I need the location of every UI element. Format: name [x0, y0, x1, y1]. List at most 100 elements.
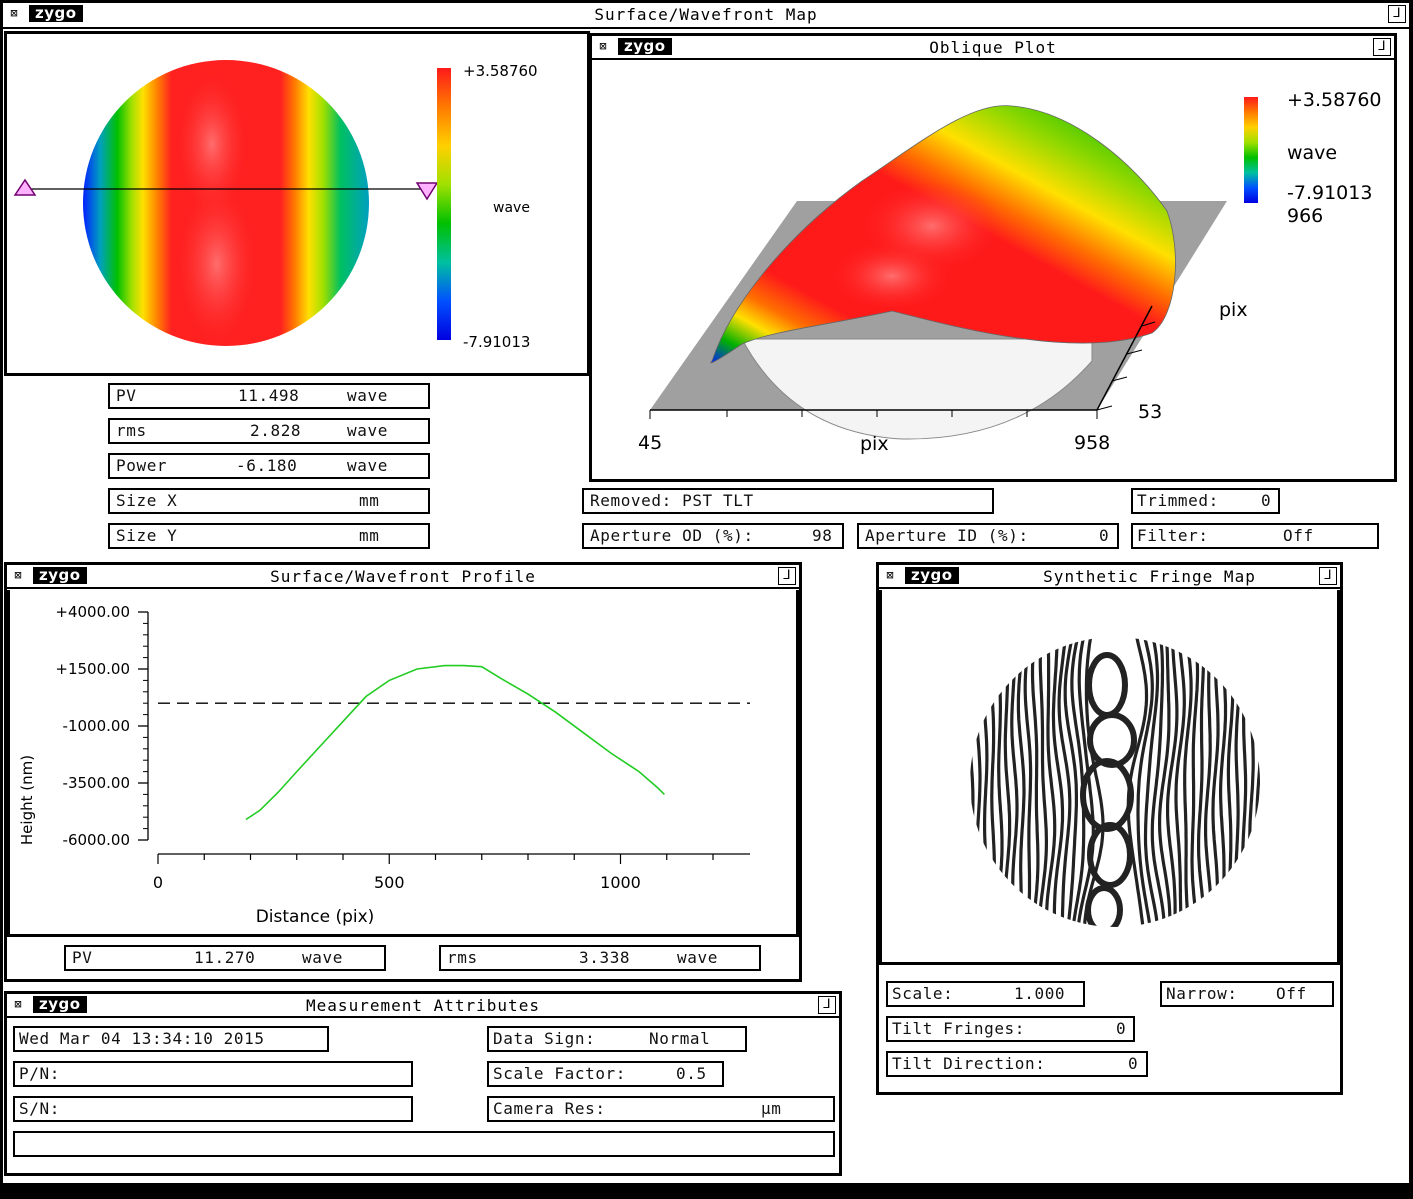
fringe-map	[970, 637, 1260, 927]
trimmed-label: Trimmed:	[1137, 491, 1219, 510]
fringe-window: ⊠ zygo Synthetic Fringe Map ⅃ Scale: 1.0…	[876, 562, 1343, 1095]
narrow-label: Narrow:	[1166, 984, 1238, 1003]
oblique-x-label: pix	[860, 433, 889, 455]
rms-value: 2.828	[250, 421, 302, 440]
tilt-fringes-field: Tilt Fringes: 0	[886, 1016, 1135, 1042]
size-y-unit: mm	[359, 526, 380, 545]
x-tick-label: 1000	[600, 873, 641, 892]
y-tick-label: +1500.00	[55, 660, 130, 678]
profile-title-bar: ⊠ zygo Surface/Wavefront Profile ⅃	[7, 565, 799, 589]
profile-end-marker[interactable]	[415, 182, 439, 201]
zygo-logo: zygo	[33, 996, 87, 1013]
power-unit: wave	[347, 456, 388, 475]
data-sign-field: Data Sign: Normal	[487, 1026, 747, 1052]
close-icon[interactable]: ⊠	[886, 568, 894, 582]
pv-field: PV 11.498 wave	[108, 383, 430, 409]
resize-icon[interactable]: ⅃	[778, 567, 796, 585]
pv-value: 11.498	[238, 386, 300, 405]
camera-res-field: Camera Res: µm	[487, 1096, 835, 1122]
y-axis-label: Height (nm)	[18, 755, 36, 845]
fringe-plot-frame	[879, 590, 1340, 965]
profile-chart: Height (nm) Distance (pix) +4000.00 +1500…	[18, 603, 750, 927]
sn-label: S/N:	[19, 1099, 60, 1118]
pn-field[interactable]: P/N:	[13, 1061, 413, 1087]
attributes-title-bar: ⊠ zygo Measurement Attributes ⅃	[7, 994, 839, 1018]
data-sign-value: Normal	[649, 1029, 711, 1048]
profile-rms-field: rms 3.338 wave	[439, 945, 761, 971]
pv-label: PV	[116, 386, 137, 405]
y-tick-label: -1000.00	[63, 717, 130, 735]
profile-title: Surface/Wavefront Profile	[270, 567, 536, 586]
narrow-field: Narrow: Off	[1160, 981, 1334, 1007]
camera-res-label: Camera Res:	[493, 1099, 606, 1118]
date-value: Wed Mar 04 13:34:10 2015	[19, 1029, 265, 1048]
oblique-scale-min: -7.91013	[1287, 182, 1372, 204]
pv-unit: wave	[347, 386, 388, 405]
surface-colorbar	[437, 68, 451, 340]
fringe-title-bar: ⊠ zygo Synthetic Fringe Map ⅃	[879, 565, 1340, 589]
close-icon[interactable]: ⊠	[599, 39, 607, 53]
profile-window: ⊠ zygo Surface/Wavefront Profile ⅃ Heigh…	[4, 562, 802, 982]
tilt-direction-label: Tilt Direction:	[892, 1054, 1046, 1073]
window-title: Surface/Wavefront Map	[594, 5, 818, 24]
close-icon[interactable]: ⊠	[10, 6, 18, 20]
oblique-colorbar	[1244, 97, 1258, 203]
size-x-field: Size X mm	[108, 488, 430, 514]
scale-unit-label: wave	[493, 200, 530, 216]
x-tick-label: 500	[374, 873, 405, 892]
y-tick-label: +4000.00	[55, 603, 130, 621]
sn-field[interactable]: S/N:	[13, 1096, 413, 1122]
zygo-logo: zygo	[618, 38, 672, 55]
size-y-field: Size Y mm	[108, 523, 430, 549]
tilt-fringes-value: 0	[1116, 1019, 1127, 1038]
power-value: -6.180	[236, 456, 298, 475]
attributes-window: ⊠ zygo Measurement Attributes ⅃ Wed Mar …	[4, 991, 842, 1176]
rms-label: rms	[116, 421, 147, 440]
oblique-plot-window: ⊠ zygo Oblique Plot ⅃	[589, 33, 1397, 482]
profile-rms-value: 3.338	[579, 948, 631, 967]
date-field: Wed Mar 04 13:34:10 2015	[13, 1026, 329, 1052]
profile-pv-unit: wave	[302, 948, 343, 967]
aperture-id-label: Aperture ID (%):	[865, 526, 1029, 545]
close-icon[interactable]: ⊠	[14, 997, 22, 1011]
oblique-plot: +3.58760 wave -7.91013 966 pix 53 45 pix…	[638, 89, 1382, 455]
size-x-label: Size X	[116, 491, 178, 510]
oblique-skirt	[741, 338, 1093, 440]
close-icon[interactable]: ⊠	[14, 568, 22, 582]
profile-start-marker[interactable]	[13, 178, 37, 196]
surface-map-panel: +3.58760 wave -7.91013	[4, 31, 590, 376]
zygo-logo: zygo	[33, 567, 87, 584]
scale-factor-value: 0.5	[676, 1064, 707, 1083]
aperture-id-field: Aperture ID (%): 0	[857, 523, 1119, 549]
scale-value: 1.000	[1014, 984, 1066, 1003]
filter-value: Off	[1283, 526, 1314, 545]
removed-label: Removed: PST TLT	[590, 491, 754, 510]
oblique-x-max: 958	[1074, 432, 1110, 454]
oblique-y-max: 966	[1287, 205, 1323, 227]
oblique-x-min: 45	[638, 432, 662, 454]
resize-icon[interactable]: ⅃	[1388, 5, 1406, 23]
profile-rms-unit: wave	[677, 948, 718, 967]
tilt-fringes-label: Tilt Fringes:	[892, 1019, 1026, 1038]
scale-label: Scale:	[892, 984, 954, 1003]
profile-plot-frame: Height (nm) Distance (pix) +4000.00 +1500…	[7, 590, 799, 937]
oblique-scale-unit: wave	[1287, 142, 1337, 164]
note-field[interactable]	[13, 1131, 835, 1157]
attributes-title: Measurement Attributes	[306, 996, 540, 1015]
size-y-label: Size Y	[116, 526, 178, 545]
y-tick-label: -3500.00	[63, 774, 130, 792]
profile-pv-value: 11.270	[194, 948, 256, 967]
resize-icon[interactable]: ⅃	[1373, 38, 1391, 56]
removed-field: Removed: PST TLT	[582, 488, 994, 514]
oblique-axes	[650, 305, 1153, 411]
oblique-title-bar: ⊠ zygo Oblique Plot ⅃	[592, 36, 1394, 60]
x-axis-label: Distance (pix)	[256, 907, 375, 927]
oblique-scale-max: +3.58760	[1287, 89, 1382, 111]
narrow-value: Off	[1276, 984, 1307, 1003]
scale-min-label: -7.91013	[463, 333, 530, 351]
resize-icon[interactable]: ⅃	[1319, 567, 1337, 585]
fringe-title: Synthetic Fringe Map	[1043, 567, 1256, 586]
power-field: Power -6.180 wave	[108, 453, 430, 479]
trimmed-field: Trimmed: 0	[1131, 488, 1280, 514]
resize-icon[interactable]: ⅃	[818, 996, 836, 1014]
